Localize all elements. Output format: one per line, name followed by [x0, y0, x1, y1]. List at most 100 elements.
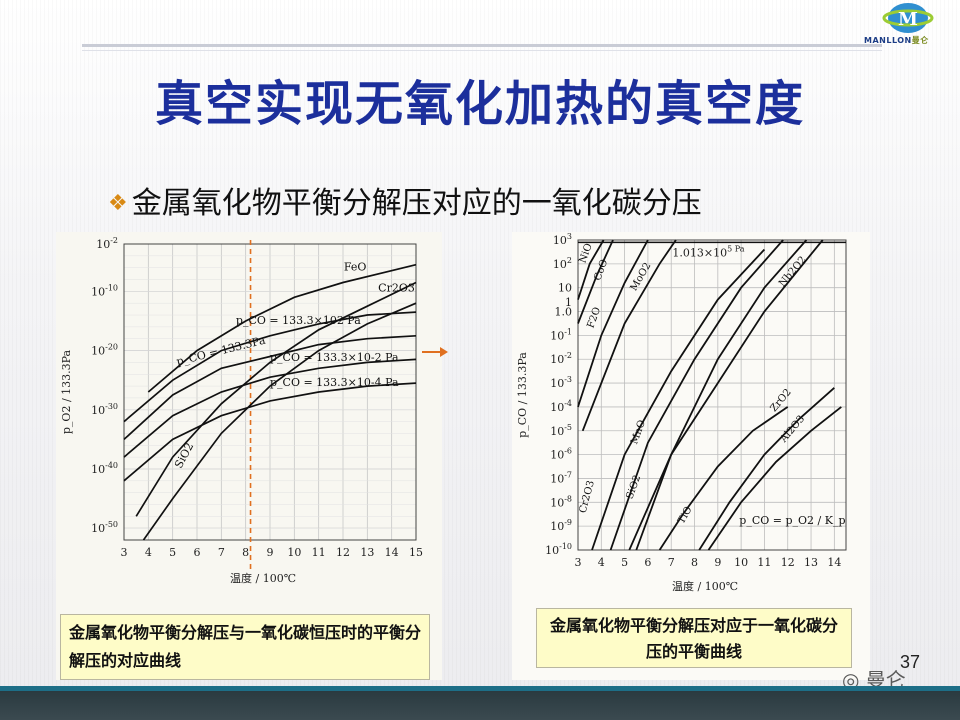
x-tick-label: 8: [242, 546, 249, 559]
y-axis-label: p_CO / 133.3Pa: [516, 352, 529, 438]
y-tick-label: 1.0: [555, 306, 573, 319]
x-tick-label: 8: [691, 556, 698, 569]
plot-frame: [123, 243, 417, 541]
y-tick-label: 10-7: [550, 470, 572, 485]
x-tick-label: 14: [827, 556, 841, 569]
series-label: F2O: [585, 306, 603, 330]
x-tick-label: 4: [145, 546, 152, 559]
footer-accent-bar: [0, 686, 960, 691]
y-tick-label: 10-4: [550, 399, 572, 414]
page-title: 真空实现无氧化加热的真空度: [154, 76, 805, 132]
plot-frame: [577, 239, 847, 551]
series-line: [123, 311, 417, 423]
header-rule-secondary: [82, 50, 882, 51]
x-tick-label: 14: [385, 546, 399, 559]
series-line: [698, 387, 835, 551]
x-tick-label: 5: [621, 556, 628, 569]
series-line: [707, 406, 842, 551]
logo-text: MANLLON曼仑: [864, 35, 929, 46]
x-tick-label: 4: [598, 556, 605, 569]
y-tick-label: 102: [553, 256, 572, 271]
series-line: [581, 239, 677, 432]
x-tick-label: 3: [575, 556, 582, 569]
series-line: [123, 334, 417, 441]
series-label: Cr2O3: [578, 479, 597, 514]
manllon-logo-icon: M: [882, 3, 934, 33]
series-label: p_CO = 133.3×10-2 Pa: [270, 351, 399, 364]
arrow-right-icon: [422, 347, 448, 357]
y-tick-label: 10-8: [550, 494, 572, 509]
series-label: MoO2: [629, 261, 654, 293]
y-tick-label: 10-20: [91, 343, 118, 358]
page-number: 37: [900, 652, 921, 672]
series-label: NiO: [578, 242, 595, 265]
x-tick-label: 5: [169, 546, 176, 559]
header-rule: [82, 44, 882, 47]
x-tick-label: 7: [218, 546, 225, 559]
y-tick-label: 10-6: [550, 447, 572, 462]
y-tick-label: 10-30: [91, 402, 118, 417]
series-line: [658, 406, 789, 551]
series-label: Cr2O3: [378, 281, 415, 294]
logo-letter: M: [898, 9, 918, 30]
series-label: p_CO = 133.3×10-4 Pa: [270, 376, 399, 389]
series-label: Nb2O2: [777, 254, 809, 289]
y-tick-label: 10: [558, 282, 572, 295]
y-tick-label: 10-2: [96, 236, 118, 251]
series-line: [577, 239, 614, 324]
series-line: [577, 239, 605, 300]
series-line: [123, 358, 417, 458]
series-label: Al2O3: [778, 414, 807, 446]
logo-cn: 曼仑: [911, 36, 929, 45]
footer-bar: [0, 691, 960, 720]
diamond-bullet-icon: ❖: [108, 191, 128, 216]
series-line: [147, 263, 417, 393]
series-line: [142, 302, 417, 541]
x-tick-label: 11: [312, 546, 326, 559]
y-tick-label: 10-1: [550, 327, 572, 342]
y-axis-label: p_O2 / 133.3Pa: [60, 349, 73, 434]
x-tick-label: 15: [409, 546, 423, 559]
y-tick-label: 10-9: [550, 518, 572, 533]
x-tick-label: 3: [121, 546, 128, 559]
x-tick-label: 13: [360, 546, 374, 559]
formula-label: p_CO = p_O2 / K_p: [739, 514, 845, 527]
x-tick-label: 10: [734, 556, 748, 569]
series-label: SiO2: [172, 440, 196, 470]
y-tick-label: 10-2: [550, 351, 572, 366]
y-tick-label: 10-10: [91, 283, 118, 298]
x-tick-label: 12: [781, 556, 795, 569]
y-tick-label: 10-10: [545, 542, 572, 557]
y-tick-label: 10-5: [550, 423, 572, 438]
left-chart: 10-2 10-10 10-20 10-30 10-40 10-503 4 5 6 7 8 9 10 11…: [60, 236, 423, 585]
left-chart-caption: 金属氧化物平衡分解压与一氧化碳恒压时的平衡分解压的对应曲线: [60, 614, 430, 680]
series-line: [609, 239, 784, 551]
y-tick-label: 103: [553, 232, 572, 247]
x-tick-label: 7: [668, 556, 675, 569]
series-label: p_CO = 133.3×102 Pa: [236, 314, 361, 327]
bullet-text: 金属氧化物平衡分解压对应的一氧化碳分压: [131, 186, 702, 221]
x-tick-label: 11: [757, 556, 771, 569]
right-chart-panel: [512, 232, 870, 680]
x-tick-label: 10: [287, 546, 301, 559]
y-tick-label: 1: [565, 296, 572, 309]
series-label: FeO: [344, 261, 367, 274]
x-tick-label: 12: [336, 546, 350, 559]
x-axis-label: 温度 / 100℃: [230, 571, 296, 585]
series-label: TiO: [676, 505, 695, 526]
series-line: [577, 239, 649, 408]
x-tick-label: 6: [194, 546, 201, 559]
series-line: [591, 248, 766, 551]
y-tick-label: 10-40: [91, 461, 118, 476]
series-line: [123, 382, 417, 482]
series-label: CoO: [592, 258, 610, 282]
logo-name: MANLLON: [864, 36, 912, 45]
series-line: [628, 239, 824, 551]
series-label: MnO: [629, 419, 648, 446]
left-chart-panel: [56, 232, 442, 680]
x-tick-label: 9: [714, 556, 721, 569]
series-label: ZrO2: [768, 387, 793, 414]
x-axis-label: 温度 / 100℃: [672, 579, 738, 593]
series-line: [135, 281, 417, 517]
atmospheric-label: 1.013×105 Pa: [672, 245, 744, 260]
